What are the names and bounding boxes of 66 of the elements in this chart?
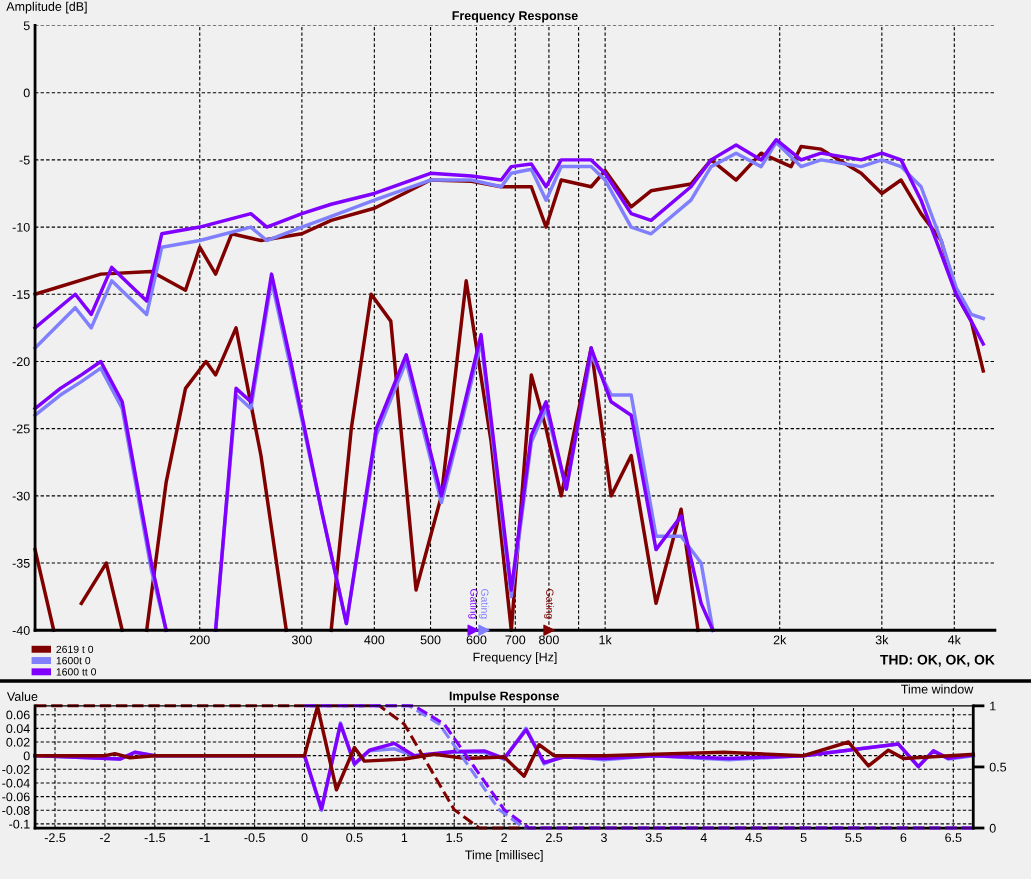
x-tick-label: -2.5 [44,833,66,843]
x-tick-label: 4k [947,635,961,645]
y-tick-label: -0.08 [2,806,30,815]
y-tick-label: -10 [12,222,30,232]
x-axis-title: Frequency [Hz] [473,652,557,664]
y-tick-label: -35 [12,558,30,568]
y2-axis-title: Time window [901,684,974,694]
x-tick-label: 4.5 [745,833,762,843]
x-tick-label: -1 [199,833,210,842]
x-tick-label: 1 [401,833,408,842]
y-tick-label: -20 [12,357,30,367]
x-tick-label: 3k [875,635,889,645]
text: Gating [544,588,554,619]
y-tick-label: -0.1 [9,819,30,829]
y2-tick-label: 0.5 [989,762,1007,772]
text: THD: OK, OK, OK [880,654,995,667]
legend-label: 1600t 0 [56,656,91,665]
y-tick-label: -5 [19,155,30,165]
x-tick-label: 3 [600,833,607,843]
y-axis-title: Value [6,691,38,701]
legend-label: 1600 tt 0 [56,668,97,676]
legend-label: 2619 t 0 [56,645,94,654]
x-tick-label: 200 [189,635,210,645]
chart-title: Frequency Response [452,11,578,23]
x-tick-label: 500 [420,635,441,645]
x-tick-label: -1.5 [144,833,166,843]
x-tick-label: 2.5 [546,833,563,843]
x-tick-label: 5.5 [845,833,862,843]
x-tick-label: 2k [773,635,787,645]
y-tick-label: -30 [12,491,30,501]
text: Gating [479,588,489,619]
y-tick-label: -25 [12,424,30,434]
y-tick-label: -40 [12,626,30,635]
x-tick-label: 300 [291,635,312,645]
x-tick-label: 3.5 [645,833,663,843]
x-tick-label: 6.5 [945,833,962,843]
y-tick-label: -0.04 [2,778,30,788]
x-tick-label: 5 [800,833,807,843]
x-tick-label: 2 [501,833,508,842]
y-tick-label: -15 [12,290,30,299]
x-tick-label: -2 [99,833,110,842]
y2-tick-label: 0 [989,823,996,833]
x-tick-label: -0.5 [244,833,265,843]
text: Gating [468,588,478,619]
y-tick-label: 0.06 [6,710,30,720]
y-tick-label: 0 [23,88,30,98]
x-tick-label: 400 [364,635,385,645]
x-axis-title: Time [millisec] [465,850,543,862]
y-tick-label: 5 [23,21,30,31]
y-tick-label: -0.02 [2,765,30,774]
y-tick-label: 0.02 [6,737,30,747]
x-tick-label: 4 [700,833,707,842]
y-axis-title: Amplitude [dB] [6,1,87,14]
x-tick-label: 1k [599,635,612,645]
x-tick-label: 800 [539,635,559,645]
x-tick-label: 700 [505,635,526,645]
y2-tick-label: 1 [990,701,996,711]
x-tick-label: 6 [900,833,907,843]
x-tick-label: 0.5 [346,833,363,843]
x-tick-label: 0 [301,833,308,843]
y-tick-label: 0.04 [6,724,30,734]
x-tick-label: 600 [466,635,487,645]
x-tick-label: 1.5 [446,833,463,843]
chart-title: Impulse Response [449,691,559,703]
y-tick-label: 0 [23,751,30,761]
y-tick-label: -0.06 [2,792,30,802]
